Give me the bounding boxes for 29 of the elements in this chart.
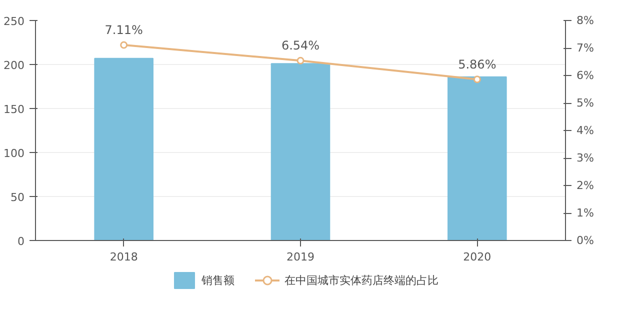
y2-tick-label: 6% bbox=[576, 69, 594, 82]
y-tick-label: 50 bbox=[10, 191, 25, 204]
x-tick-label: 2019 bbox=[286, 250, 315, 264]
point bbox=[120, 41, 128, 49]
x-tick-label: 2018 bbox=[110, 250, 138, 264]
point bbox=[473, 76, 481, 84]
y-tick-label: 150 bbox=[4, 103, 25, 116]
y2-tick-label: 3% bbox=[576, 152, 594, 164]
data-label: 5.86% bbox=[458, 57, 496, 72]
bar bbox=[448, 76, 507, 240]
y-tick-label: 250 bbox=[4, 15, 25, 28]
bar bbox=[94, 58, 154, 240]
y-tick-label: 100 bbox=[4, 147, 25, 160]
bar bbox=[270, 63, 330, 240]
y2-tick-label: 8% bbox=[576, 14, 594, 27]
y2-tick-label: 0% bbox=[576, 234, 594, 247]
y2-tick-label: 7% bbox=[576, 42, 594, 54]
y2-tick-label: 1% bbox=[576, 206, 594, 220]
point bbox=[296, 56, 304, 64]
y-tick-label: 200 bbox=[4, 59, 25, 72]
y-tick-label: 0 bbox=[18, 235, 24, 248]
y2-tick-label: 4% bbox=[576, 124, 594, 137]
y2-tick-label: 2% bbox=[576, 179, 594, 192]
data-label: 7.11% bbox=[104, 22, 143, 37]
legend-label: 销售额 bbox=[202, 272, 234, 288]
x-tick-label: 2020 bbox=[463, 250, 492, 264]
y2-tick-label: 5% bbox=[576, 96, 594, 110]
legend-label: 在中国城市实体药店终端的占比 bbox=[284, 272, 438, 288]
data-label: 6.54% bbox=[281, 38, 320, 53]
